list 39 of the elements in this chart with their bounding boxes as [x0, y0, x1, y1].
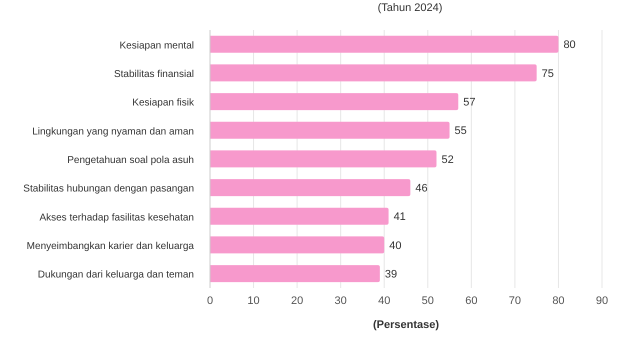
y-tick-label: Menyeimbangkan karier dan keluarga	[26, 241, 194, 252]
y-tick-label: Kesiapan mental	[120, 40, 194, 52]
x-axis-title: (Persentase)	[372, 319, 440, 331]
bar	[210, 93, 458, 110]
x-tick-label: 50	[422, 294, 434, 307]
y-tick-label: Dukungan dari keluarga dan teman	[38, 270, 194, 281]
x-tick-label: 70	[508, 294, 522, 307]
bar	[210, 236, 384, 254]
y-tick-label: Stabilitas finansial	[114, 69, 194, 80]
x-tick-label: 40	[378, 294, 390, 307]
data-label: 40	[389, 240, 402, 252]
data-label: 80	[563, 39, 576, 52]
data-label: 39	[384, 268, 398, 280]
data-label: 57	[463, 96, 476, 108]
x-tick-label: 0	[206, 294, 214, 307]
x-tick-label: 90	[596, 294, 608, 307]
data-label: 75	[542, 68, 554, 80]
x-tick-label: 20	[290, 294, 304, 307]
y-tick-label: Pengetahuan soal pola asuh	[67, 155, 194, 166]
data-label: 41	[394, 211, 406, 224]
y-tick-label: Stabilitas hubungan dengan pasangan	[23, 184, 194, 195]
data-label: 52	[441, 154, 454, 166]
x-tick-label: 30	[334, 294, 347, 307]
bar	[210, 122, 450, 139]
data-label: 46	[415, 182, 428, 194]
y-tick-label: Kesiapan fisik	[132, 98, 195, 109]
x-tick-label: 80	[552, 294, 565, 307]
bar	[210, 179, 410, 196]
chart-subtitle: (Tahun 2024)	[376, 2, 444, 14]
x-tick-label: 10	[247, 294, 260, 307]
x-tick-label: 60	[465, 294, 478, 307]
bar	[210, 64, 537, 82]
y-tick-label: Akses terhadap fasilitas kesehatan	[39, 212, 194, 224]
data-label: 55	[454, 125, 467, 138]
bar	[210, 150, 436, 168]
bar	[210, 265, 380, 282]
y-tick-label: Lingkungan yang nyaman dan aman	[32, 126, 194, 138]
bar	[210, 36, 558, 53]
bar	[210, 208, 389, 225]
